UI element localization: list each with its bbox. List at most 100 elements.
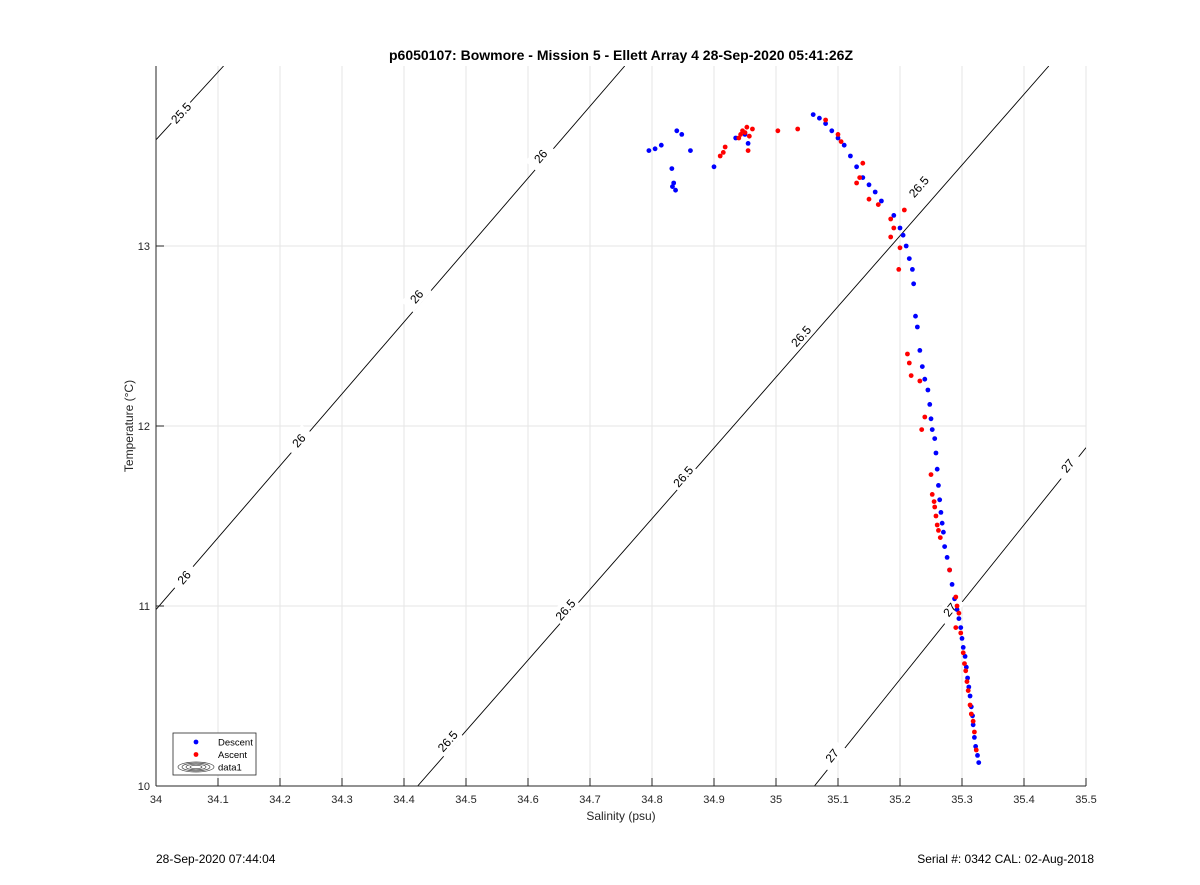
- data-point-descent: [954, 607, 960, 612]
- data-point-ascent: [744, 124, 750, 130]
- data-point-descent: [848, 153, 853, 159]
- data-point-ascent: [965, 688, 971, 693]
- data-point-descent: [674, 128, 680, 134]
- data-point-ascent: [906, 360, 912, 366]
- data-point-ascent: [738, 132, 744, 137]
- legend-contour-icon: [181, 762, 211, 772]
- data-point-ascent: [932, 504, 938, 510]
- data-point-ascent: [745, 148, 751, 154]
- data-point-ascent: [933, 513, 939, 519]
- legend-marker: [193, 752, 199, 757]
- data-point-ascent: [742, 130, 748, 136]
- data-point-descent: [934, 466, 940, 472]
- data-point-ascent: [962, 661, 967, 666]
- data-point-descent: [956, 616, 962, 621]
- x-tick-label: 35.5: [1075, 794, 1096, 806]
- data-point-ascent: [928, 472, 934, 477]
- data-point-ascent: [963, 668, 969, 674]
- data-point-ascent: [896, 267, 902, 272]
- legend-item: Descent: [193, 738, 253, 749]
- series-ascent: [717, 117, 979, 753]
- data-point-descent: [688, 148, 693, 154]
- data-point-descent: [906, 256, 912, 261]
- data-point-descent: [919, 364, 925, 369]
- data-point-ascent: [972, 729, 977, 735]
- x-tick-label: 34.3: [331, 794, 352, 806]
- data-point-ascent: [897, 245, 903, 251]
- x-tick-label: 35.2: [889, 794, 910, 806]
- footer-timestamp: 28-Sep-2020 07:44:04: [156, 852, 276, 866]
- data-point-ascent: [947, 567, 952, 573]
- data-point-ascent: [936, 528, 941, 533]
- legend-label: Descent: [218, 738, 253, 749]
- data-point-descent: [944, 555, 950, 560]
- data-point-ascent: [736, 135, 742, 141]
- data-point-descent: [970, 722, 976, 728]
- data-point-ascent: [953, 625, 959, 630]
- data-point-descent: [937, 497, 943, 503]
- data-point-descent: [973, 744, 979, 749]
- data-point-ascent: [854, 180, 859, 186]
- x-axis-label: Salinity (psu): [586, 809, 655, 823]
- legend-contour-icon: [189, 764, 203, 770]
- data-point-ascent: [973, 747, 979, 753]
- data-point-descent: [975, 753, 980, 758]
- legend-box: [172, 732, 257, 776]
- contour-label-bg: [432, 725, 463, 757]
- y-tick-label: 13: [138, 241, 150, 253]
- y-tick-label: 12: [138, 421, 150, 433]
- data-point-descent: [914, 324, 920, 330]
- data-point-descent: [917, 348, 923, 353]
- data-point-descent: [949, 582, 955, 587]
- series-descent: [646, 112, 982, 765]
- x-tick-label: 35: [770, 794, 782, 806]
- data-point-descent: [652, 146, 658, 152]
- data-point-ascent: [888, 216, 894, 222]
- contour-label-bg: [785, 320, 817, 352]
- data-point-descent: [829, 128, 835, 134]
- footer-serial: Serial #: 0342 CAL: 02-Aug-2018: [917, 852, 1094, 866]
- data-point-ascent: [937, 535, 943, 540]
- data-point-descent: [669, 166, 675, 172]
- data-point-descent: [960, 645, 966, 650]
- data-point-descent: [872, 189, 878, 195]
- data-points: [646, 112, 982, 765]
- data-point-descent: [711, 164, 717, 170]
- x-tick-label: 34.8: [641, 794, 662, 806]
- data-point-descent: [932, 436, 938, 441]
- data-point-ascent: [875, 202, 881, 208]
- density-contour: 25.5: [156, 66, 224, 141]
- data-point-descent: [841, 142, 847, 148]
- data-point-descent: [925, 387, 931, 393]
- data-point-ascent: [960, 650, 966, 656]
- contour-label-bg: [165, 97, 197, 129]
- data-point-descent: [922, 376, 928, 382]
- contour-label-bg: [903, 170, 934, 203]
- data-point-descent: [745, 141, 751, 146]
- data-point-descent: [646, 148, 652, 154]
- data-point-descent: [823, 121, 828, 126]
- data-point-ascent: [919, 427, 925, 432]
- data-point-descent: [913, 313, 918, 319]
- contour-label-bg: [934, 593, 965, 626]
- x-tick-label: 34.5: [455, 794, 476, 806]
- x-tick-label: 35.3: [951, 794, 972, 806]
- data-point-ascent: [717, 153, 723, 159]
- data-point-descent: [835, 135, 841, 141]
- y-tick-label: 10: [138, 781, 150, 793]
- x-tick-label: 34.2: [269, 794, 290, 806]
- data-point-descent: [910, 267, 915, 272]
- data-point-ascent: [866, 196, 872, 202]
- contour-line: [156, 66, 626, 610]
- data-point-descent: [933, 450, 939, 456]
- x-tick-label: 35.4: [1013, 794, 1034, 806]
- data-point-descent: [967, 693, 973, 699]
- x-tick-label: 34.6: [517, 794, 538, 806]
- data-point-ascent: [905, 351, 910, 357]
- data-point-descent: [879, 198, 884, 204]
- data-point-descent: [891, 213, 897, 218]
- data-point-ascent: [908, 373, 914, 378]
- data-point-ascent: [775, 128, 781, 134]
